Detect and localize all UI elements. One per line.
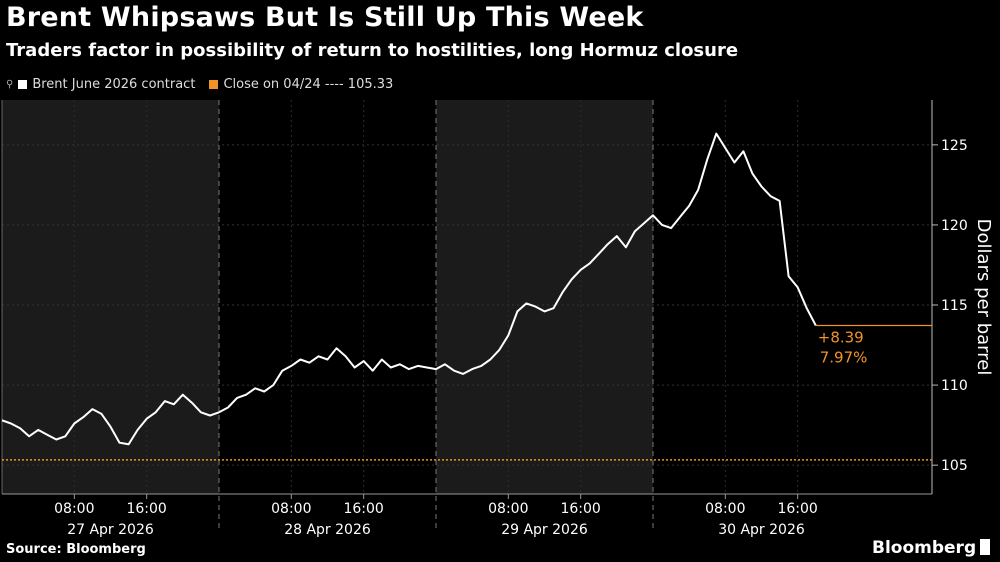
change-value-label: +8.39 [818,329,864,347]
brand-mark-icon [980,539,991,555]
chart-title: Brent Whipsaws But Is Still Up This Week [6,2,644,33]
x-day-label: 30 Apr 2026 [718,522,805,538]
y-tick-label: 120 [941,218,968,234]
x-tick-label: 16:00 [126,501,166,517]
legend-label-brent: Brent June 2026 contract [32,77,196,92]
x-day-label: 29 Apr 2026 [501,522,588,538]
x-tick-label: 08:00 [271,501,311,517]
legend-label-close: Close on 04/24 ---- 105.33 [223,77,394,92]
legend: ⚲ Brent June 2026 contract Close on 04/2… [6,77,393,92]
legend-item-close: Close on 04/24 ---- 105.33 [209,77,393,92]
x-tick-label: 16:00 [777,501,817,517]
x-tick-label: 08:00 [54,501,94,517]
legend-swatch-close [209,80,219,89]
day-band [2,100,219,494]
line-marker-icon: ⚲ [6,79,14,90]
y-tick-label: 110 [941,378,968,394]
legend-item-brent: ⚲ Brent June 2026 contract [6,77,195,92]
chart-subtitle: Traders factor in possibility of return … [6,40,739,61]
change-percent-label: 7.97% [820,349,868,367]
x-day-label: 27 Apr 2026 [67,522,154,538]
legend-swatch-brent [18,80,28,89]
x-tick-label: 08:00 [488,501,528,517]
source-note: Source: Bloomberg [6,542,146,557]
y-tick-label: 125 [941,138,968,154]
y-tick-label: 105 [941,458,968,474]
y-axis-label: Dollars per barrel [973,219,994,376]
y-tick-label: 115 [941,298,968,314]
day-band [436,100,653,494]
series-line-brent [1,132,817,446]
brand-label: Bloomberg [872,538,977,558]
x-tick-label: 08:00 [705,501,745,517]
brand-logo: Bloomberg [872,538,991,558]
x-day-label: 28 Apr 2026 [284,522,371,538]
x-tick-label: 16:00 [560,501,600,517]
x-tick-label: 16:00 [343,501,383,517]
